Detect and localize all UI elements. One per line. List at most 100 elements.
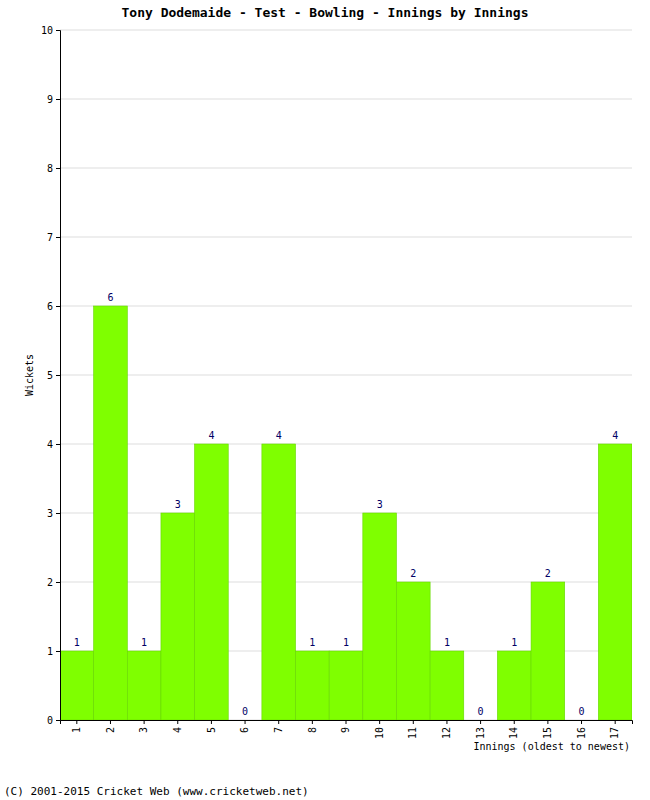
x-tick-mark [581,720,582,724]
x-tick-mark [413,720,414,724]
x-tick: 1 [71,720,82,733]
x-tick: 8 [307,720,318,733]
x-tick-label: 12 [441,727,452,739]
x-tick-mark [480,720,481,724]
x-tick: 4 [172,720,183,733]
x-tick-mark [211,720,212,724]
bar [127,651,161,720]
y-tick-mark [56,306,60,307]
x-tick: 13 [475,720,486,739]
data-label: 1 [343,637,349,648]
y-tick-mark [56,168,60,169]
data-label: 1 [141,637,147,648]
grid-line [60,306,632,307]
x-tick: 12 [441,720,452,739]
y-tick-label: 10 [41,25,53,36]
y-tick-label: 1 [47,646,53,657]
y-tick: 4 [47,439,60,450]
x-tick: 5 [206,720,217,733]
x-tick-label: 5 [206,727,217,733]
bar [94,306,128,720]
x-tick-label: 4 [172,727,183,733]
y-axis-line [56,31,61,721]
x-tick-label: 3 [138,727,149,733]
x-tick: 10 [374,720,385,739]
y-tick-label: 8 [47,163,53,174]
y-tick-mark [56,720,60,721]
x-tick-label: 8 [307,727,318,733]
data-label: 4 [612,430,618,441]
x-tick-label: 17 [609,727,620,739]
y-tick: 8 [47,163,60,174]
y-tick-mark [56,513,60,514]
y-tick: 2 [47,577,60,588]
x-tick-mark [514,720,515,724]
x-tick: 2 [105,720,116,733]
y-tick-mark [56,651,60,652]
bar [161,513,195,720]
x-tick-label: 10 [374,727,385,739]
x-tick-label: 11 [407,727,418,739]
x-axis-title: Innings (oldest to newest) [473,741,630,752]
grid-line [60,30,632,31]
x-tick: 7 [273,720,284,733]
title: Tony Dodemaide - Test - Bowling - Inning… [122,5,529,20]
x-tick-mark [312,720,313,724]
y-tick-label: 2 [47,577,53,588]
bar [228,720,262,721]
bar [363,513,397,720]
data-label: 1 [309,637,315,648]
x-tick-label: 14 [508,727,519,739]
y-tick-mark [56,237,60,238]
bar [60,651,94,720]
x-tick-label: 6 [239,727,250,733]
annotation: (C) 2001-2015 Cricket Web (www.cricketwe… [4,785,309,798]
data-label: 1 [444,637,450,648]
y-tick-mark [56,444,60,445]
bar [195,444,229,720]
bar [430,651,464,720]
y-tick-label: 6 [47,301,53,312]
bar [296,651,330,720]
x-tick-label: 2 [105,727,116,733]
y-axis: 012345678910 [41,25,61,726]
y-tick: 6 [47,301,60,312]
x-tick-label: 7 [273,727,284,733]
y-tick-mark [56,99,60,100]
bar [396,582,430,720]
data-label: 4 [276,430,282,441]
y-tick-label: 9 [47,94,53,105]
grid [60,30,632,720]
y-tick: 5 [47,370,60,381]
x-tick-mark [278,720,279,724]
grid-line [60,444,632,445]
y-tick: 10 [41,25,60,36]
data-label: 3 [175,499,181,510]
x-tick-mark [144,720,145,724]
data-label: 1 [74,637,80,648]
grid-line [60,237,632,238]
y-tick-mark [56,582,60,583]
data-label: 4 [208,430,214,441]
x-tick: 6 [239,720,250,733]
data-label: 0 [579,706,585,717]
x-tick-label: 16 [576,727,587,739]
y-tick: 7 [47,232,60,243]
data-labels: 16134041132101204 [74,292,618,717]
x-tick-mark [547,720,548,724]
x-tick-label: 9 [340,727,351,733]
y-tick: 1 [47,646,60,657]
y-tick: 9 [47,94,60,105]
x-tick-mark [76,720,77,724]
bar [531,582,565,720]
x-tick-mark [110,720,111,724]
x-tick-label: 15 [542,727,553,739]
x-tick: 14 [508,720,519,739]
y-tick-mark [56,30,60,31]
y-axis-title: Wickets [24,354,35,396]
bar [464,720,498,721]
x-tick: 3 [138,720,149,733]
x-tick-label: 13 [475,727,486,739]
data-label: 2 [410,568,416,579]
grid-line [60,375,632,376]
